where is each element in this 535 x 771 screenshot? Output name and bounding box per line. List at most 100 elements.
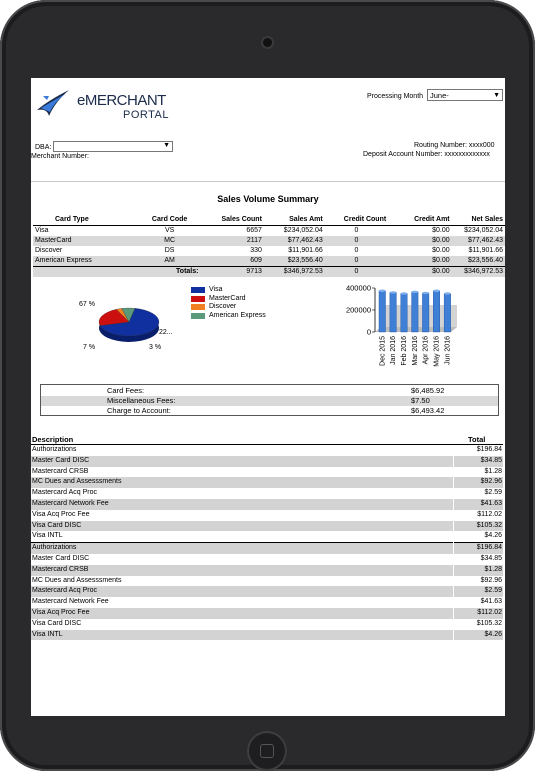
fee-total: $92.96 [453, 477, 503, 489]
deposit-account-number: Deposit Account Number: xxxxxxxxxxxxx [363, 151, 490, 158]
fee-description: Mastercard Acq Proc [31, 586, 454, 598]
table-row: MasterCard MC 2117 $77,462.43 0 $0.00 $7… [33, 236, 505, 246]
list-item: Authorizations $196.84 [31, 444, 503, 456]
fee-total: $196.84 [453, 542, 503, 554]
fee-value: $6,485.92 [411, 386, 445, 395]
home-button[interactable] [247, 731, 287, 771]
net-sales: $11,901.66 [468, 247, 503, 254]
legend-label: Discover [209, 303, 237, 310]
fee-total: $196.84 [453, 444, 503, 456]
col-credit-amt: Credit Amt [388, 213, 452, 226]
credit-amt: $0.00 [432, 247, 450, 254]
fee-total: $112.02 [453, 509, 503, 521]
fee-description: Visa Acq Proc Fee [31, 607, 454, 619]
credit-count: 0 [354, 227, 359, 234]
list-item: Mastercard CRSB $1.28 [31, 466, 503, 478]
processing-month-label: Processing Month [367, 93, 424, 100]
legend-swatch [191, 304, 205, 310]
card-code: DS [164, 247, 175, 254]
processing-month-select[interactable]: June- ▼ [427, 89, 503, 101]
total-net-sales: $346,972.53 [451, 266, 505, 277]
sales-volume-table: Card Type Card Code Sales Count Sales Am… [33, 213, 505, 277]
y-tick-label: 0 [367, 328, 371, 337]
pie-slice-mastercard [98, 309, 130, 326]
total-credit-count: 0 [324, 266, 389, 277]
bar-3 [411, 291, 419, 333]
fee-row-misc: Miscellaneous Fees: $7.50 [41, 396, 498, 406]
col-sales-amt: Sales Amt [263, 213, 325, 226]
y-tick-label: 200000 [346, 306, 371, 315]
fee-description: Authorizations [32, 446, 77, 453]
home-square-icon [260, 744, 274, 758]
fee-description: Mastercard CRSB [32, 467, 89, 475]
x-tick-label: Jun 2016 [444, 336, 451, 365]
fee-description: Visa Card DISC [31, 520, 454, 532]
legend-swatch [191, 287, 205, 293]
legend-item-mastercard: MasterCard [191, 295, 266, 304]
fee-total: $34.85 [453, 455, 503, 467]
card-type: American Express [33, 256, 139, 267]
list-item: Authorizations $196.84 [31, 542, 503, 554]
fee-description: Mastercard Acq Proc [32, 489, 97, 497]
list-item: Visa INTL $4.26 [31, 629, 503, 641]
list-item: MC Dues and Assesssments $92.96 [31, 477, 503, 489]
list-item: Mastercard Acq Proc $2.59 [31, 488, 503, 499]
list-item: MC Dues and Assesssments $92.96 [31, 575, 503, 587]
list-item: Visa INTL $4.26 [31, 531, 503, 543]
bar-cap-0 [379, 289, 386, 292]
x-tick-label: Feb 2016 [401, 336, 408, 366]
totals-spacer [33, 266, 139, 277]
fee-total: $2.59 [453, 586, 503, 598]
legend-label: American Express [209, 311, 266, 319]
list-item: Mastercard Network Fee $41.63 [31, 597, 503, 608]
list-item: Master Card DISC $34.85 [31, 455, 503, 467]
card-code: MC [138, 236, 201, 246]
table-row: Visa VS 6657 $234,052.04 0 $0.00 $234,05… [33, 226, 505, 237]
fee-total: $41.63 [453, 597, 503, 608]
list-item: Visa Acq Proc Fee $112.02 [31, 509, 503, 521]
merchant-number-label: Merchant Number: [31, 153, 89, 160]
fee-row-card: Card Fees: $6,485.92 [41, 386, 498, 396]
bar-cap-1 [389, 291, 397, 294]
totals-row: Totals: 9713 $346,972.53 0 $0.00 $346,97… [33, 266, 505, 277]
logo-text-emerchant: eMERCHANT [77, 92, 166, 109]
fee-description: Mastercard Network Fee [32, 598, 109, 606]
list-item: Mastercard Network Fee $41.63 [31, 498, 503, 510]
credit-count: 0 [324, 236, 389, 246]
table-row: Discover DS 330 $11,901.66 0 $0.00 $11,9… [33, 246, 505, 256]
credit-count: 0 [324, 256, 389, 267]
fee-details-table: Description Total Authorizations $196.84 M… [31, 433, 503, 641]
fee-label: Miscellaneous Fees: [107, 396, 176, 405]
card-code: VS [164, 227, 175, 234]
fee-description: MC Dues and Assesssments [32, 576, 122, 584]
x-tick-label: Apr 2016 [423, 336, 430, 365]
fee-description: MC Dues and Assesssments [31, 477, 454, 489]
list-item: Visa Card DISC $105.32 [31, 520, 503, 532]
fee-label: Card Fees: [107, 386, 145, 395]
fee-total: $34.85 [453, 553, 503, 565]
logo-text-portal: PORTAL [123, 109, 169, 121]
routing-number: Routing Number: xxxx000 [414, 142, 495, 149]
fee-description: Visa Card DISC [32, 619, 82, 627]
legend-label: Visa [209, 286, 223, 293]
bar-cap-4 [422, 291, 429, 295]
fee-total: $112.02 [453, 607, 503, 619]
fee-description: Master Card DISC [32, 554, 90, 562]
card-type-pie-chart: 67 % 22... 3 % 7 % [79, 301, 173, 351]
pie-slice-amex [121, 307, 136, 323]
dba-select[interactable]: ▼ [53, 141, 173, 152]
y-tick-label: 400000 [346, 284, 371, 293]
legend-item-amex: American Express [191, 312, 266, 321]
col-sales-count: Sales Count [200, 213, 264, 226]
fee-label: Charge to Account: [107, 406, 171, 415]
col-description: Description [31, 433, 454, 445]
bar-cap-3 [411, 290, 419, 294]
fee-total: $2.59 [453, 488, 503, 499]
pie-label-discover: 3 % [149, 344, 161, 351]
table-row: American Express AM 609 $23,556.40 0 $0.… [33, 256, 505, 267]
credit-amt: $0.00 [388, 236, 452, 246]
list-item: Visa Card DISC $105.32 [31, 618, 503, 630]
chevron-down-icon: ▼ [163, 142, 170, 149]
portal-screen: eMERCHANT PORTAL Processing Month June- … [31, 78, 505, 716]
